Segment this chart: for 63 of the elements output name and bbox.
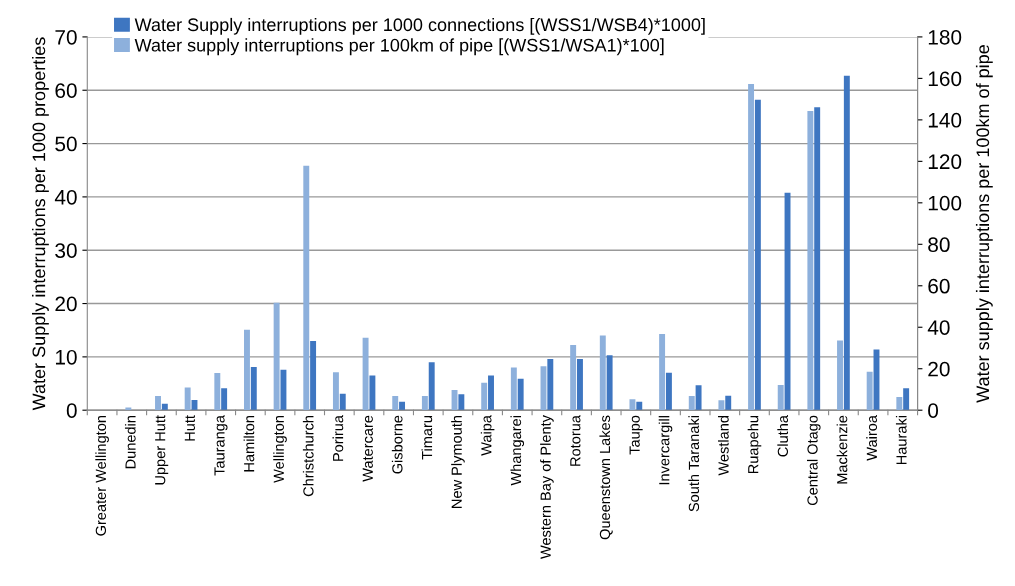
bar [155,395,161,411]
x-tick-label: Tauranga [214,415,228,476]
x-tick-label: Gisborne [391,415,403,474]
x-tick-label: Whangarei [510,416,525,486]
bar [332,372,339,411]
x-tick-label: Taupo [629,415,643,455]
bar [843,75,850,411]
x-tick-label: Westland [718,416,729,476]
x-tick-label: Waipa [480,415,495,456]
bar [273,302,280,411]
x-tick-label: Hamilton [243,416,255,472]
y-tick-label: 40 [54,189,77,205]
x-tick-label: Greater Wellington [95,416,109,536]
y2-tick-label: 80 [928,237,950,253]
y-tick-label: 60 [55,83,77,98]
y2-tick-label: 20 [928,361,950,377]
legend-label: Water supply interruptions per 100km of pipe [(WSS1/WSA1)*100] [134,38,664,56]
bar [184,387,191,411]
x-tick-label: Rotorua [570,415,581,466]
x-tick-label: Hutt [184,415,195,441]
x-tick-label: Wellington [273,416,287,483]
x-tick-label: Clutha [777,415,789,457]
bar [303,165,310,411]
y2-tick-label: 160 [928,71,962,87]
y2-tick-label: 40 [927,320,950,335]
x-tick-label: Central Otago [806,415,821,506]
y-tick-label: 50 [55,136,77,152]
x-tick-label: Ruapehu [747,416,762,474]
bar [659,334,666,411]
bar [837,340,843,411]
x-tick-label: Queenstown Lakes [599,415,613,540]
bar [777,385,784,411]
y2-tick-label: 140 [928,112,962,128]
x-tick-label: Watercare [362,415,373,482]
x-tick-label: Invercargill [658,416,673,485]
x-tick-label: Hauraki [895,416,907,465]
y-tick-label: 70 [55,29,77,45]
x-tick-label: Dunedin [124,416,136,469]
x-tick-label: Mackenzie [836,415,848,484]
x-tick-label: Porirua [332,415,344,461]
x-tick-label: Wairoa [866,415,877,461]
y2-tick-label: 120 [928,154,962,170]
bar [421,396,428,411]
y-tick-label: 0 [66,403,77,418]
y-tick-label: 20 [55,296,77,312]
x-tick-label: Timaru [421,416,433,460]
x-tick-label: Christchurch [302,416,314,497]
y2-axis-title: Water supply interruptions per 100km of pipe [975,45,993,403]
x-tick-label: New Plymouth [451,416,465,508]
x-tick-label: South Taranaki [688,416,700,512]
y2-tick-label: 100 [928,195,962,211]
y2-tick-label: 180 [928,29,962,45]
bar [310,340,317,411]
x-tick-label: Western Bay of Plenty [540,415,554,560]
y2-tick-label: 0 [928,403,939,418]
y-axis-title: Water Supply interruptions per 1000 properties [32,37,49,411]
y2-tick-label: 60 [928,278,950,294]
bar [362,337,369,411]
x-tick-label: Upper Hutt [155,415,169,485]
bar [428,362,435,411]
y-tick-label: 10 [55,349,77,365]
y-tick-label: 30 [55,243,77,258]
legend-label: Water Supply interruptions per 1000 connections [(WSS1/WSB4)*1000] [134,17,705,35]
